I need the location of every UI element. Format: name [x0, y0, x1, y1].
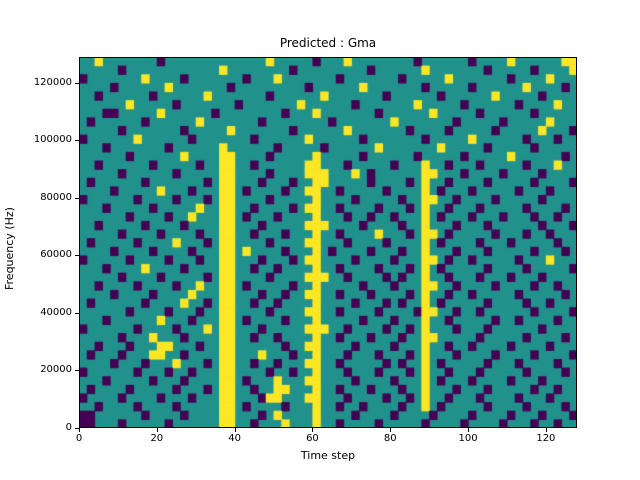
- chart-title: Predicted : Gma: [279, 36, 377, 50]
- y-tick-label: 0: [65, 422, 72, 433]
- x-tick-label: 120: [536, 433, 556, 444]
- x-tick-label: 40: [228, 433, 241, 444]
- x-tick-label: 20: [150, 433, 164, 444]
- y-tick-label: 100000: [33, 134, 72, 146]
- y-tick-label: 60000: [40, 249, 72, 261]
- y-tick-label: 20000: [40, 364, 72, 376]
- x-tick-label: 60: [306, 433, 319, 444]
- y-tick-mark: [75, 370, 79, 372]
- y-tick-mark: [75, 140, 79, 142]
- y-tick-mark: [75, 197, 79, 199]
- x-tick-mark: [79, 428, 80, 432]
- y-axis-label: Frequency (Hz): [3, 207, 16, 290]
- y-tick-mark: [75, 312, 79, 314]
- y-tick-mark: [75, 82, 79, 84]
- x-tick-mark: [545, 428, 547, 432]
- y-tick-label: 120000: [33, 76, 72, 88]
- x-tick-mark: [312, 428, 314, 432]
- x-axis-label: Time step: [300, 449, 356, 462]
- x-tick-mark: [156, 428, 158, 432]
- y-tick-mark: [75, 428, 79, 429]
- x-tick-label: 100: [458, 433, 478, 444]
- y-tick-mark: [75, 255, 79, 257]
- y-tick-label: 40000: [40, 306, 72, 318]
- x-tick-label: 80: [383, 433, 397, 444]
- x-tick-mark: [234, 428, 236, 432]
- heatmap-plot-area: [79, 57, 577, 428]
- x-tick-mark: [390, 428, 392, 432]
- x-tick-label: 0: [75, 433, 83, 444]
- x-tick-mark: [468, 428, 470, 432]
- y-tick-label: 80000: [40, 191, 72, 203]
